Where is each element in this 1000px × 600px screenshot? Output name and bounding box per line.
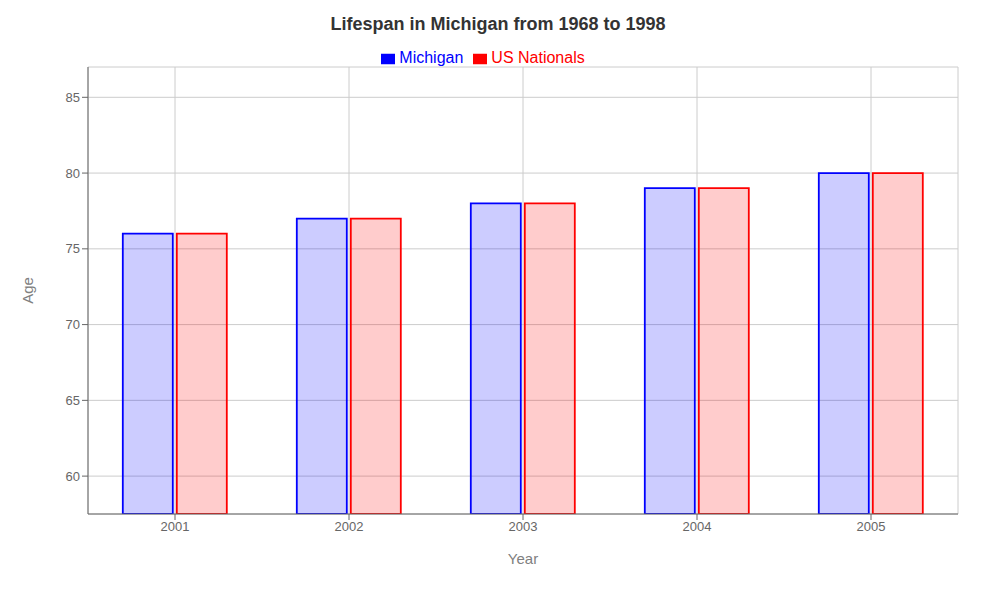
svg-text:70: 70 [66,317,80,332]
svg-text:2005: 2005 [857,519,886,534]
svg-text:Age: Age [19,277,36,304]
svg-text:2001: 2001 [161,519,190,534]
svg-text:2002: 2002 [335,519,364,534]
svg-text:85: 85 [66,90,80,105]
svg-text:65: 65 [66,393,80,408]
svg-text:2003: 2003 [509,519,538,534]
svg-text:75: 75 [66,241,80,256]
svg-text:60: 60 [66,469,80,484]
svg-text:Year: Year [508,550,538,567]
svg-text:2004: 2004 [683,519,712,534]
html-text:Lifespan in Michigan from 1968: Lifespan in Michigan from 1968 to 1998 [330,14,666,34]
html-text:Michigan: Michigan [399,49,464,66]
html-text:US Nationals: US Nationals [491,49,585,66]
svg-text:80: 80 [66,166,80,181]
